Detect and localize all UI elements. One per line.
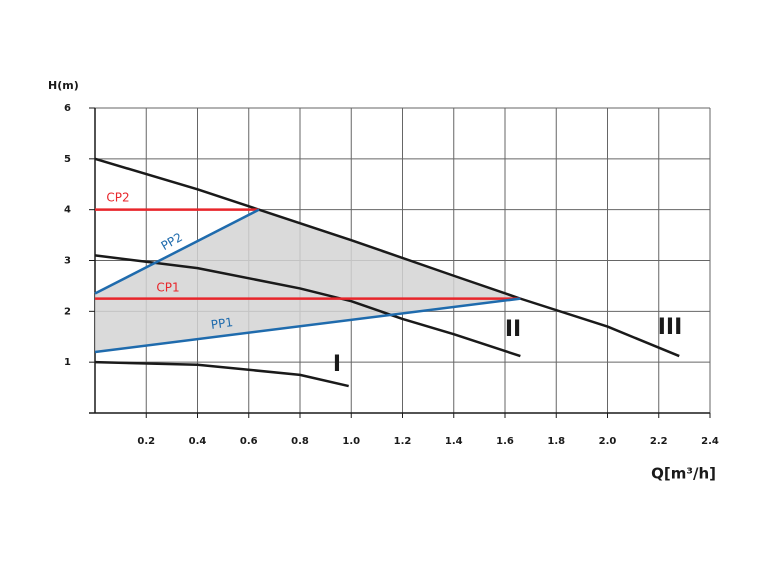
series-label: CP2 (106, 191, 129, 205)
series-label: III (658, 315, 683, 340)
y-tick-label: 4 (64, 205, 71, 216)
x-tick-label: 1.4 (445, 436, 463, 447)
x-tick-label: 2.2 (650, 436, 668, 447)
y-tick-label: 5 (64, 154, 71, 165)
series-line (94, 208, 260, 295)
x-tick-label: 2.4 (701, 436, 719, 447)
shaded-region (95, 209, 521, 352)
series-line (94, 157, 680, 358)
x-tick-label: 1.8 (547, 436, 565, 447)
x-axis-label: Q[m³/h] (651, 465, 716, 483)
series-line (94, 360, 349, 388)
series-label: I (333, 352, 341, 377)
x-tick-label: 0.4 (189, 436, 207, 447)
series-line (94, 297, 521, 354)
y-axis-label: H(m) (48, 79, 79, 92)
x-tick-label: 0.2 (137, 436, 155, 447)
x-tick-label: 0.6 (240, 436, 258, 447)
x-tick-label: 0.8 (291, 436, 309, 447)
series-line (94, 254, 521, 358)
series-label: CP1 (156, 281, 179, 295)
x-tick-label: 1.2 (394, 436, 412, 447)
y-tick-label: 1 (64, 357, 71, 368)
series-label: II (505, 317, 521, 342)
series-label: PP1 (210, 315, 234, 332)
x-tick-label: 1.6 (496, 436, 514, 447)
x-tick-label: 2.0 (599, 436, 617, 447)
y-tick-label: 6 (64, 103, 71, 114)
y-tick-label: 3 (64, 256, 71, 267)
x-tick-label: 1.0 (342, 436, 360, 447)
y-tick-label: 2 (64, 306, 71, 317)
